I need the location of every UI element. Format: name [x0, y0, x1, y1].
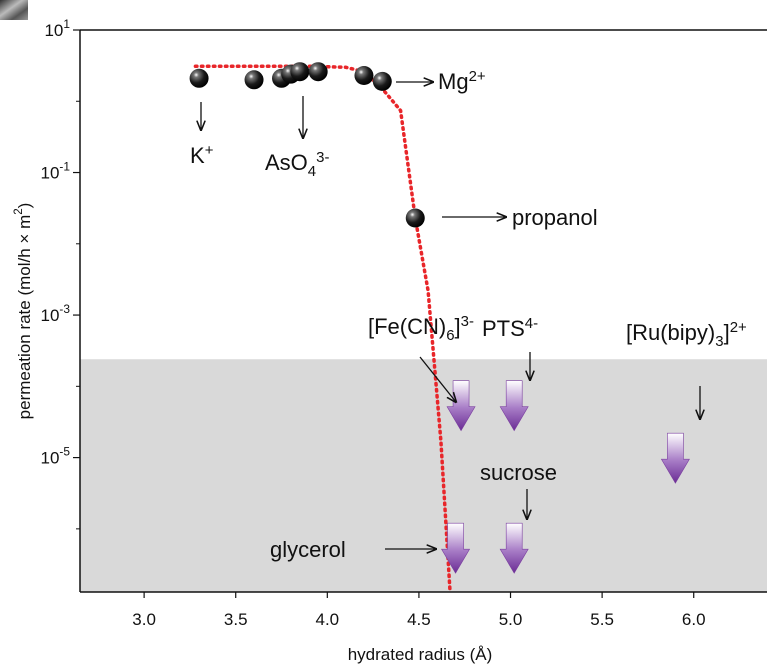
- annotation-part: 6: [446, 327, 454, 344]
- y-axis-label-part: permeation rate (mol/h × m: [15, 215, 34, 420]
- y-tick-exponent: -5: [59, 445, 70, 459]
- annotation: K+: [190, 142, 213, 168]
- annotation: PTS4-: [482, 315, 538, 341]
- y-tick-label: 101: [44, 17, 70, 40]
- x-tick-label: 5.5: [590, 610, 614, 629]
- annotation: Mg2+: [438, 68, 486, 94]
- annotation-part: 4: [308, 163, 316, 180]
- y-tick-exponent: -1: [59, 160, 70, 174]
- annotation-part: AsO: [265, 150, 308, 175]
- annotation: [Ru(bipy)3]2+: [626, 319, 747, 350]
- annotation-part: +: [205, 142, 214, 159]
- annotation-part: [Fe(CN): [368, 314, 446, 339]
- annotation-part: 2+: [730, 319, 747, 336]
- annotation-part: propanol: [512, 205, 598, 230]
- y-tick-base: 10: [41, 164, 60, 183]
- x-tick-label: 6.0: [682, 610, 706, 629]
- y-axis-label-part: ): [15, 203, 34, 209]
- x-tick-label: 3.0: [132, 610, 156, 629]
- annotation-part: glycerol: [270, 537, 346, 562]
- y-tick-exponent: 1: [63, 17, 70, 31]
- photo-fragment: [0, 0, 28, 20]
- data-point: [290, 62, 309, 81]
- annotation: sucrose: [480, 460, 557, 485]
- y-tick-base: 10: [41, 449, 60, 468]
- annotation-part: 2+: [469, 68, 486, 85]
- data-point: [406, 209, 425, 228]
- annotation: [Fe(CN)6]3-: [368, 313, 474, 344]
- data-point: [190, 69, 209, 88]
- annotation-part: 3: [715, 333, 723, 350]
- y-tick-label: 10-3: [41, 302, 71, 325]
- chart: 3.03.54.04.55.05.56.010110-110-310-5perm…: [0, 0, 767, 668]
- annotation-part: sucrose: [480, 460, 557, 485]
- y-tick-base: 10: [41, 306, 60, 325]
- annotation: propanol: [512, 205, 598, 230]
- x-axis-label: hydrated radius (Å): [348, 645, 493, 664]
- x-tick-label: 4.0: [315, 610, 339, 629]
- annotation-part: K: [190, 143, 205, 168]
- data-point: [245, 70, 264, 89]
- annotation-part: 3-: [461, 313, 474, 330]
- y-tick-exponent: -3: [59, 302, 70, 316]
- annotation-part: PTS: [482, 316, 525, 341]
- x-tick-label: 5.0: [499, 610, 523, 629]
- y-tick-label: 10-1: [41, 160, 71, 183]
- data-point: [309, 62, 328, 81]
- x-tick-label: 3.5: [224, 610, 248, 629]
- annotation: glycerol: [270, 537, 346, 562]
- data-point: [354, 66, 373, 85]
- shaded-region: [80, 359, 767, 592]
- annotation-part: 4-: [525, 315, 538, 332]
- annotation-part: Mg: [438, 69, 469, 94]
- y-tick-base: 10: [44, 21, 63, 40]
- annotation: AsO43-: [265, 149, 329, 180]
- data-point: [373, 72, 392, 91]
- annotation-part: 3-: [316, 149, 329, 166]
- y-tick-label: 10-5: [41, 445, 71, 468]
- x-tick-label: 4.5: [407, 610, 431, 629]
- y-axis-label: permeation rate (mol/h × m2): [13, 203, 34, 420]
- annotation-part: [Ru(bipy): [626, 320, 715, 345]
